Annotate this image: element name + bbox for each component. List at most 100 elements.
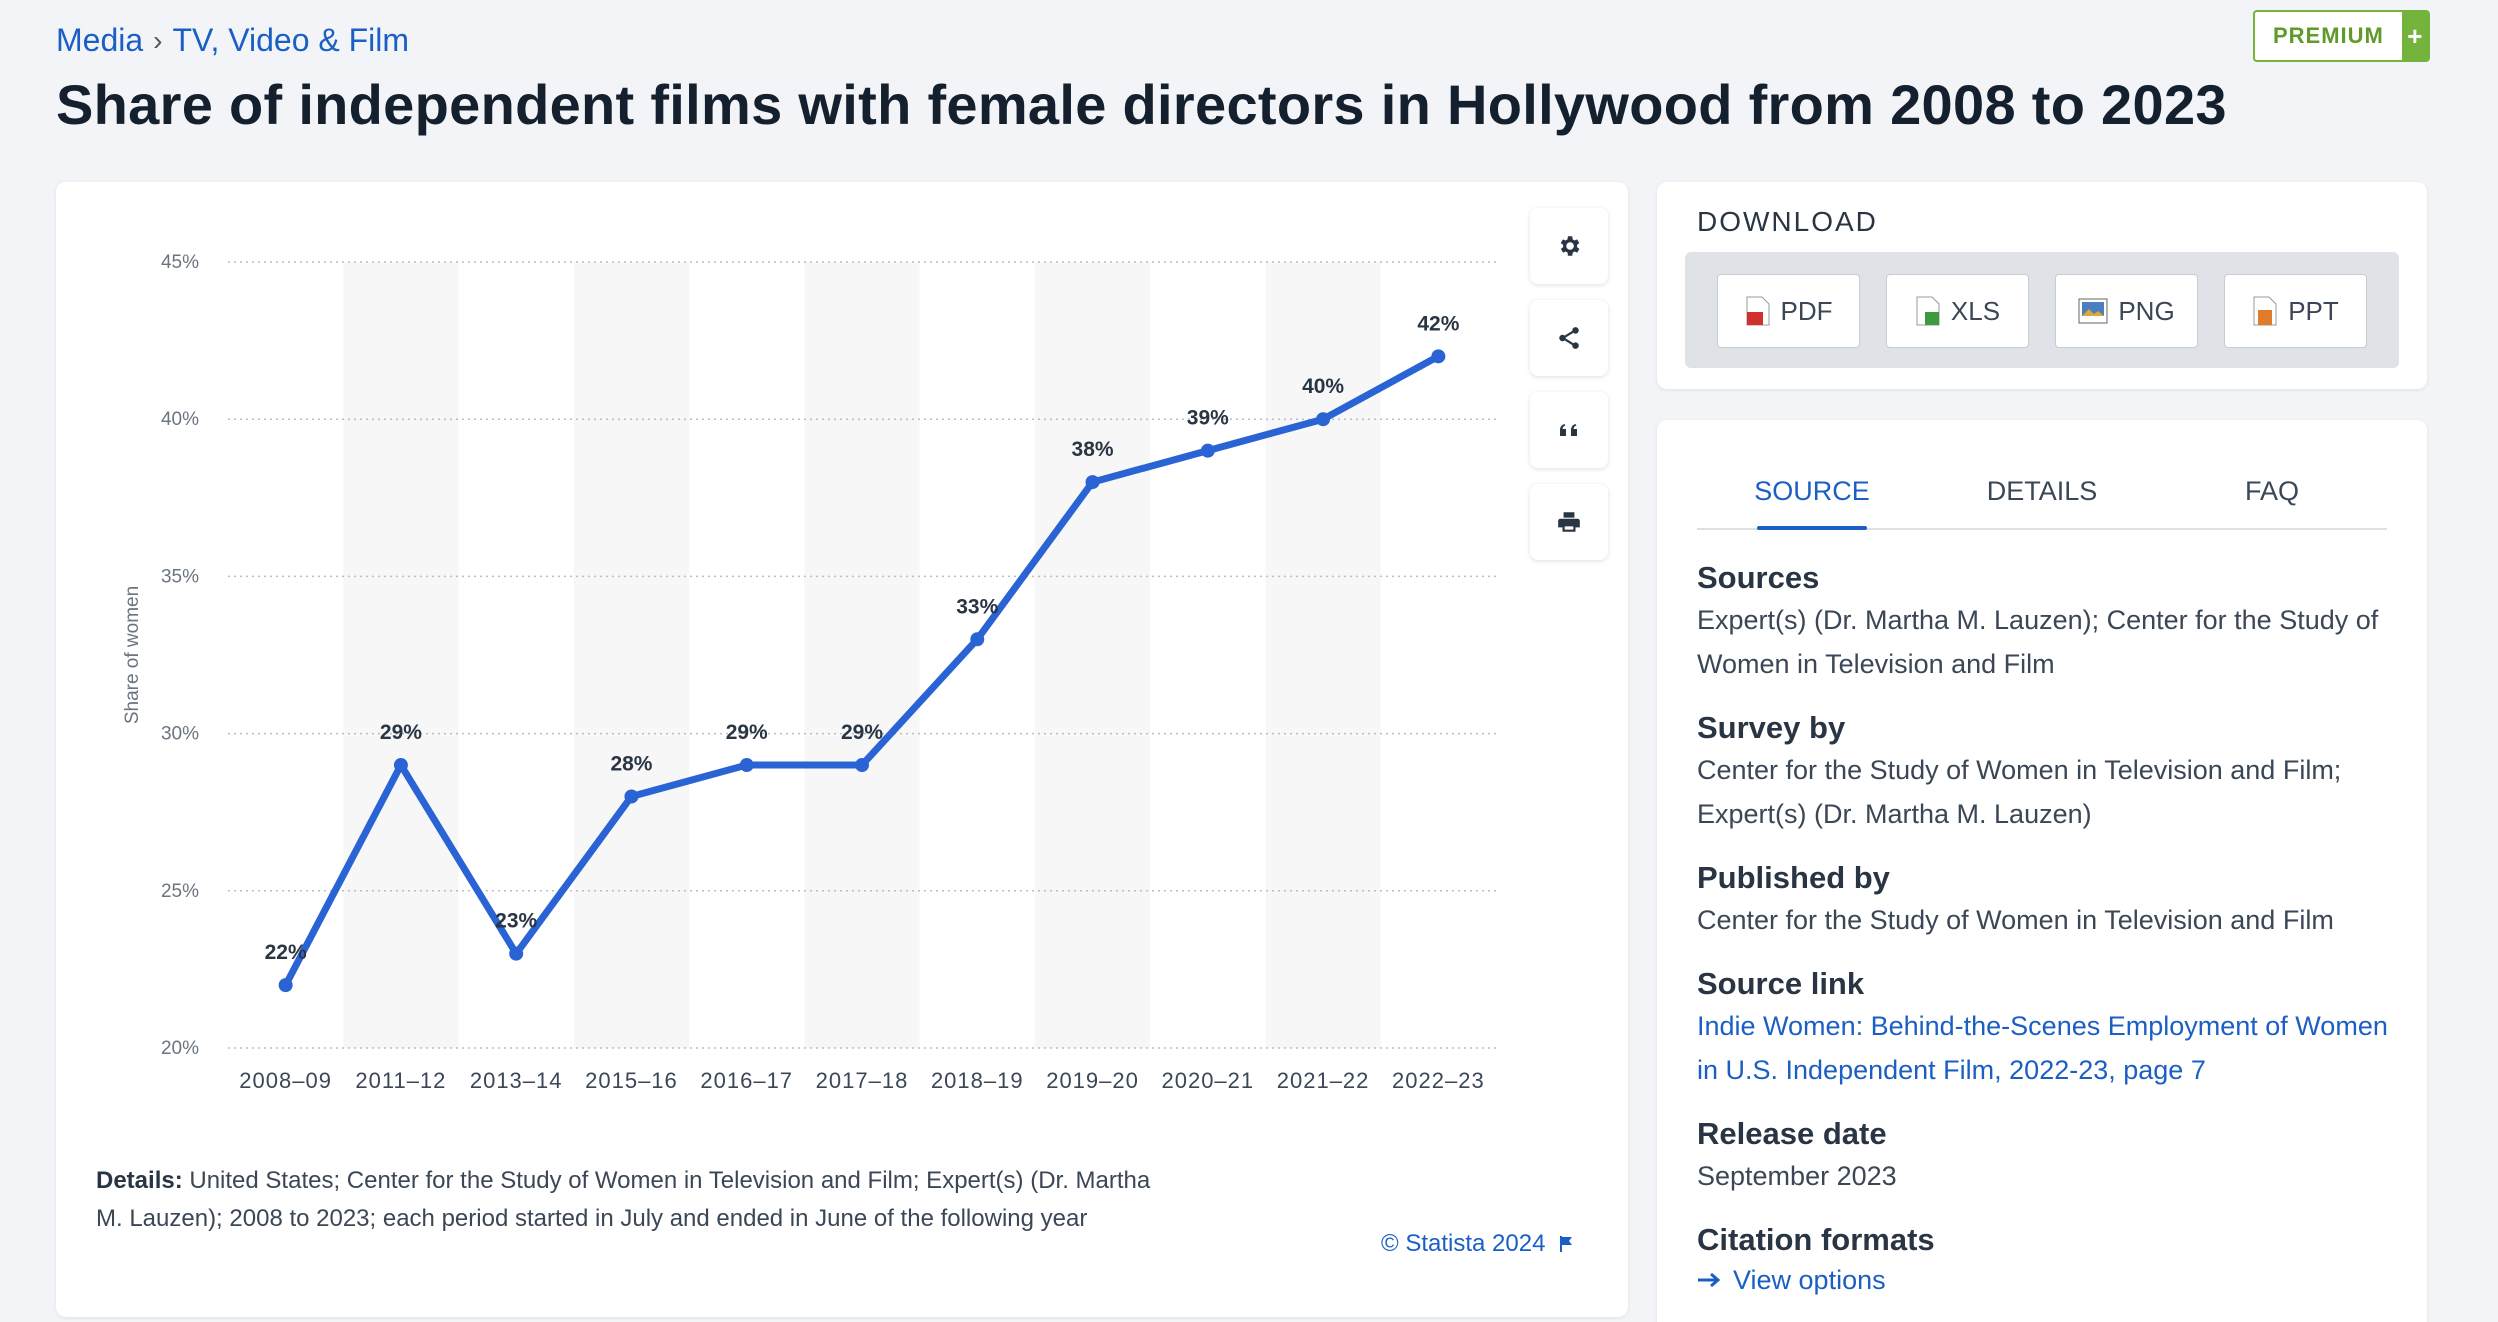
view-options-link[interactable]: View options — [1697, 1260, 2397, 1300]
ppt-file-icon — [2253, 296, 2277, 326]
data-label: 22% — [265, 941, 307, 964]
chart-card: 20% 25% 30% 35% 40% 45% Share of women 2008–09 2… — [56, 182, 1628, 1317]
data-point — [1316, 412, 1331, 427]
tab-source[interactable]: SOURCE — [1697, 456, 1927, 530]
data-label: 23% — [495, 910, 537, 933]
data-label: 28% — [610, 752, 652, 775]
download-xls-button[interactable]: XLS — [1886, 274, 2029, 348]
plus-icon: + — [2401, 12, 2428, 60]
copyright-text: © Statista 2024 — [1381, 1230, 1546, 1257]
sources-text: Expert(s) (Dr. Martha M. Lauzen); Center… — [1697, 605, 2379, 679]
download-pdf-label: PDF — [1780, 295, 1833, 326]
column-band — [804, 262, 920, 1048]
share-button[interactable] — [1530, 300, 1608, 376]
xls-file-icon — [1916, 296, 1940, 326]
sources-heading: Sources — [1697, 560, 1820, 595]
x-tick-label: 2020–21 — [1161, 1068, 1254, 1093]
data-point — [739, 758, 754, 773]
citation-heading: Citation formats — [1697, 1222, 1935, 1257]
published-text: Center for the Study of Women in Televis… — [1697, 905, 2334, 935]
details-text: United States; Center for the Study of W… — [96, 1167, 1151, 1232]
data-point — [1200, 443, 1215, 458]
x-tick-label: 2008–09 — [239, 1068, 332, 1093]
print-icon — [1558, 512, 1580, 532]
x-tick-label: 2016–17 — [700, 1068, 793, 1093]
download-ppt-label: PPT — [2288, 295, 2339, 326]
breadcrumb-separator: › — [153, 24, 163, 56]
survey-text: Center for the Study of Women in Televis… — [1697, 755, 2342, 829]
breadcrumb: Media › TV, Video & Film — [56, 22, 409, 59]
source-link-heading: Source link — [1697, 966, 1865, 1001]
share-icon — [1559, 327, 1579, 349]
view-options-label: View options — [1733, 1265, 1886, 1295]
print-button[interactable] — [1530, 484, 1608, 560]
download-pdf-button[interactable]: PDF — [1717, 274, 1860, 348]
column-band — [573, 262, 690, 1048]
settings-button[interactable] — [1530, 208, 1608, 284]
survey-heading: Survey by — [1697, 710, 1846, 745]
premium-badge[interactable]: PREMIUM + — [2253, 10, 2430, 62]
data-point — [1085, 475, 1100, 490]
x-tick-label: 2017–18 — [816, 1068, 909, 1093]
published-heading: Published by — [1697, 860, 1890, 895]
cite-button[interactable] — [1530, 392, 1608, 468]
data-label: 40% — [1302, 375, 1344, 398]
data-label: 42% — [1417, 312, 1459, 335]
column-band — [343, 262, 459, 1048]
data-point — [509, 946, 524, 961]
release-date-heading: Release date — [1697, 1116, 1887, 1151]
tab-details[interactable]: DETAILS — [1986, 476, 2098, 506]
data-point — [393, 758, 408, 773]
download-card: DOWNLOAD PDF XLS PNG PPT — [1657, 182, 2427, 389]
data-label: 29% — [726, 721, 768, 744]
column-band — [1265, 262, 1381, 1048]
y-tick-label: 25% — [161, 881, 199, 902]
line-chart: 20% 25% 30% 35% 40% 45% Share of women 2008–09 2… — [122, 252, 1496, 1093]
chart-toolbar — [1530, 208, 1608, 560]
data-label: 29% — [841, 721, 883, 744]
y-tick-label: 20% — [161, 1038, 199, 1059]
data-label: 29% — [380, 721, 422, 744]
png-file-icon — [2078, 298, 2108, 324]
data-point — [1431, 349, 1446, 364]
x-tick-label: 2013–14 — [470, 1068, 563, 1093]
source-info: Sources Expert(s) (Dr. Martha M. Lauzen)… — [1697, 536, 2397, 1300]
tab-faq[interactable]: FAQ — [2244, 476, 2299, 506]
y-axis-label: Share of women — [122, 586, 143, 724]
copyright[interactable]: © Statista 2024 — [1381, 1230, 1575, 1258]
premium-label: PREMIUM — [2273, 23, 2384, 48]
data-label: 39% — [1187, 407, 1229, 430]
flag-icon — [1560, 1236, 1573, 1252]
y-tick-label: 45% — [161, 252, 199, 273]
data-label: 38% — [1072, 438, 1114, 461]
download-title: DOWNLOAD — [1697, 206, 1878, 237]
download-png-label: PNG — [2118, 295, 2175, 326]
y-tick-label: 40% — [161, 409, 199, 430]
download-ppt-button[interactable]: PPT — [2224, 274, 2367, 348]
x-tick-label: 2015–16 — [585, 1068, 678, 1093]
breadcrumb-tv-video-film[interactable]: TV, Video & Film — [172, 22, 410, 58]
page-title: Share of independent films with female d… — [56, 73, 2227, 136]
download-buttons: PDF XLS PNG PPT — [1685, 252, 2399, 368]
breadcrumb-media[interactable]: Media — [56, 22, 144, 58]
column-band — [1034, 262, 1151, 1048]
gear-icon — [1560, 236, 1580, 256]
data-point — [278, 978, 293, 993]
x-tick-label: 2011–12 — [355, 1068, 446, 1093]
details-label: Details: — [96, 1167, 183, 1194]
data-label: 33% — [956, 595, 998, 618]
source-card: SOURCE DETAILS FAQ Sources Expert(s) (Dr… — [1657, 420, 2427, 1322]
data-point — [855, 758, 869, 773]
arrow-right-icon — [1698, 1272, 1721, 1288]
source-link[interactable]: Indie Women: Behind-the-Scenes Employmen… — [1697, 1011, 2388, 1085]
info-tabs: SOURCE DETAILS FAQ — [1697, 456, 2387, 530]
x-tick-label: 2021–22 — [1277, 1068, 1370, 1093]
download-png-button[interactable]: PNG — [2055, 274, 2198, 348]
release-date-text: September 2023 — [1697, 1161, 1897, 1191]
chart-details: Details: United States; Center for the S… — [96, 1162, 1166, 1238]
x-tick-label: 2018–19 — [931, 1068, 1024, 1093]
pdf-file-icon — [1746, 296, 1769, 326]
x-tick-label: 2022–23 — [1392, 1068, 1485, 1093]
data-point — [970, 632, 985, 647]
x-tick-label: 2019–20 — [1046, 1068, 1139, 1093]
